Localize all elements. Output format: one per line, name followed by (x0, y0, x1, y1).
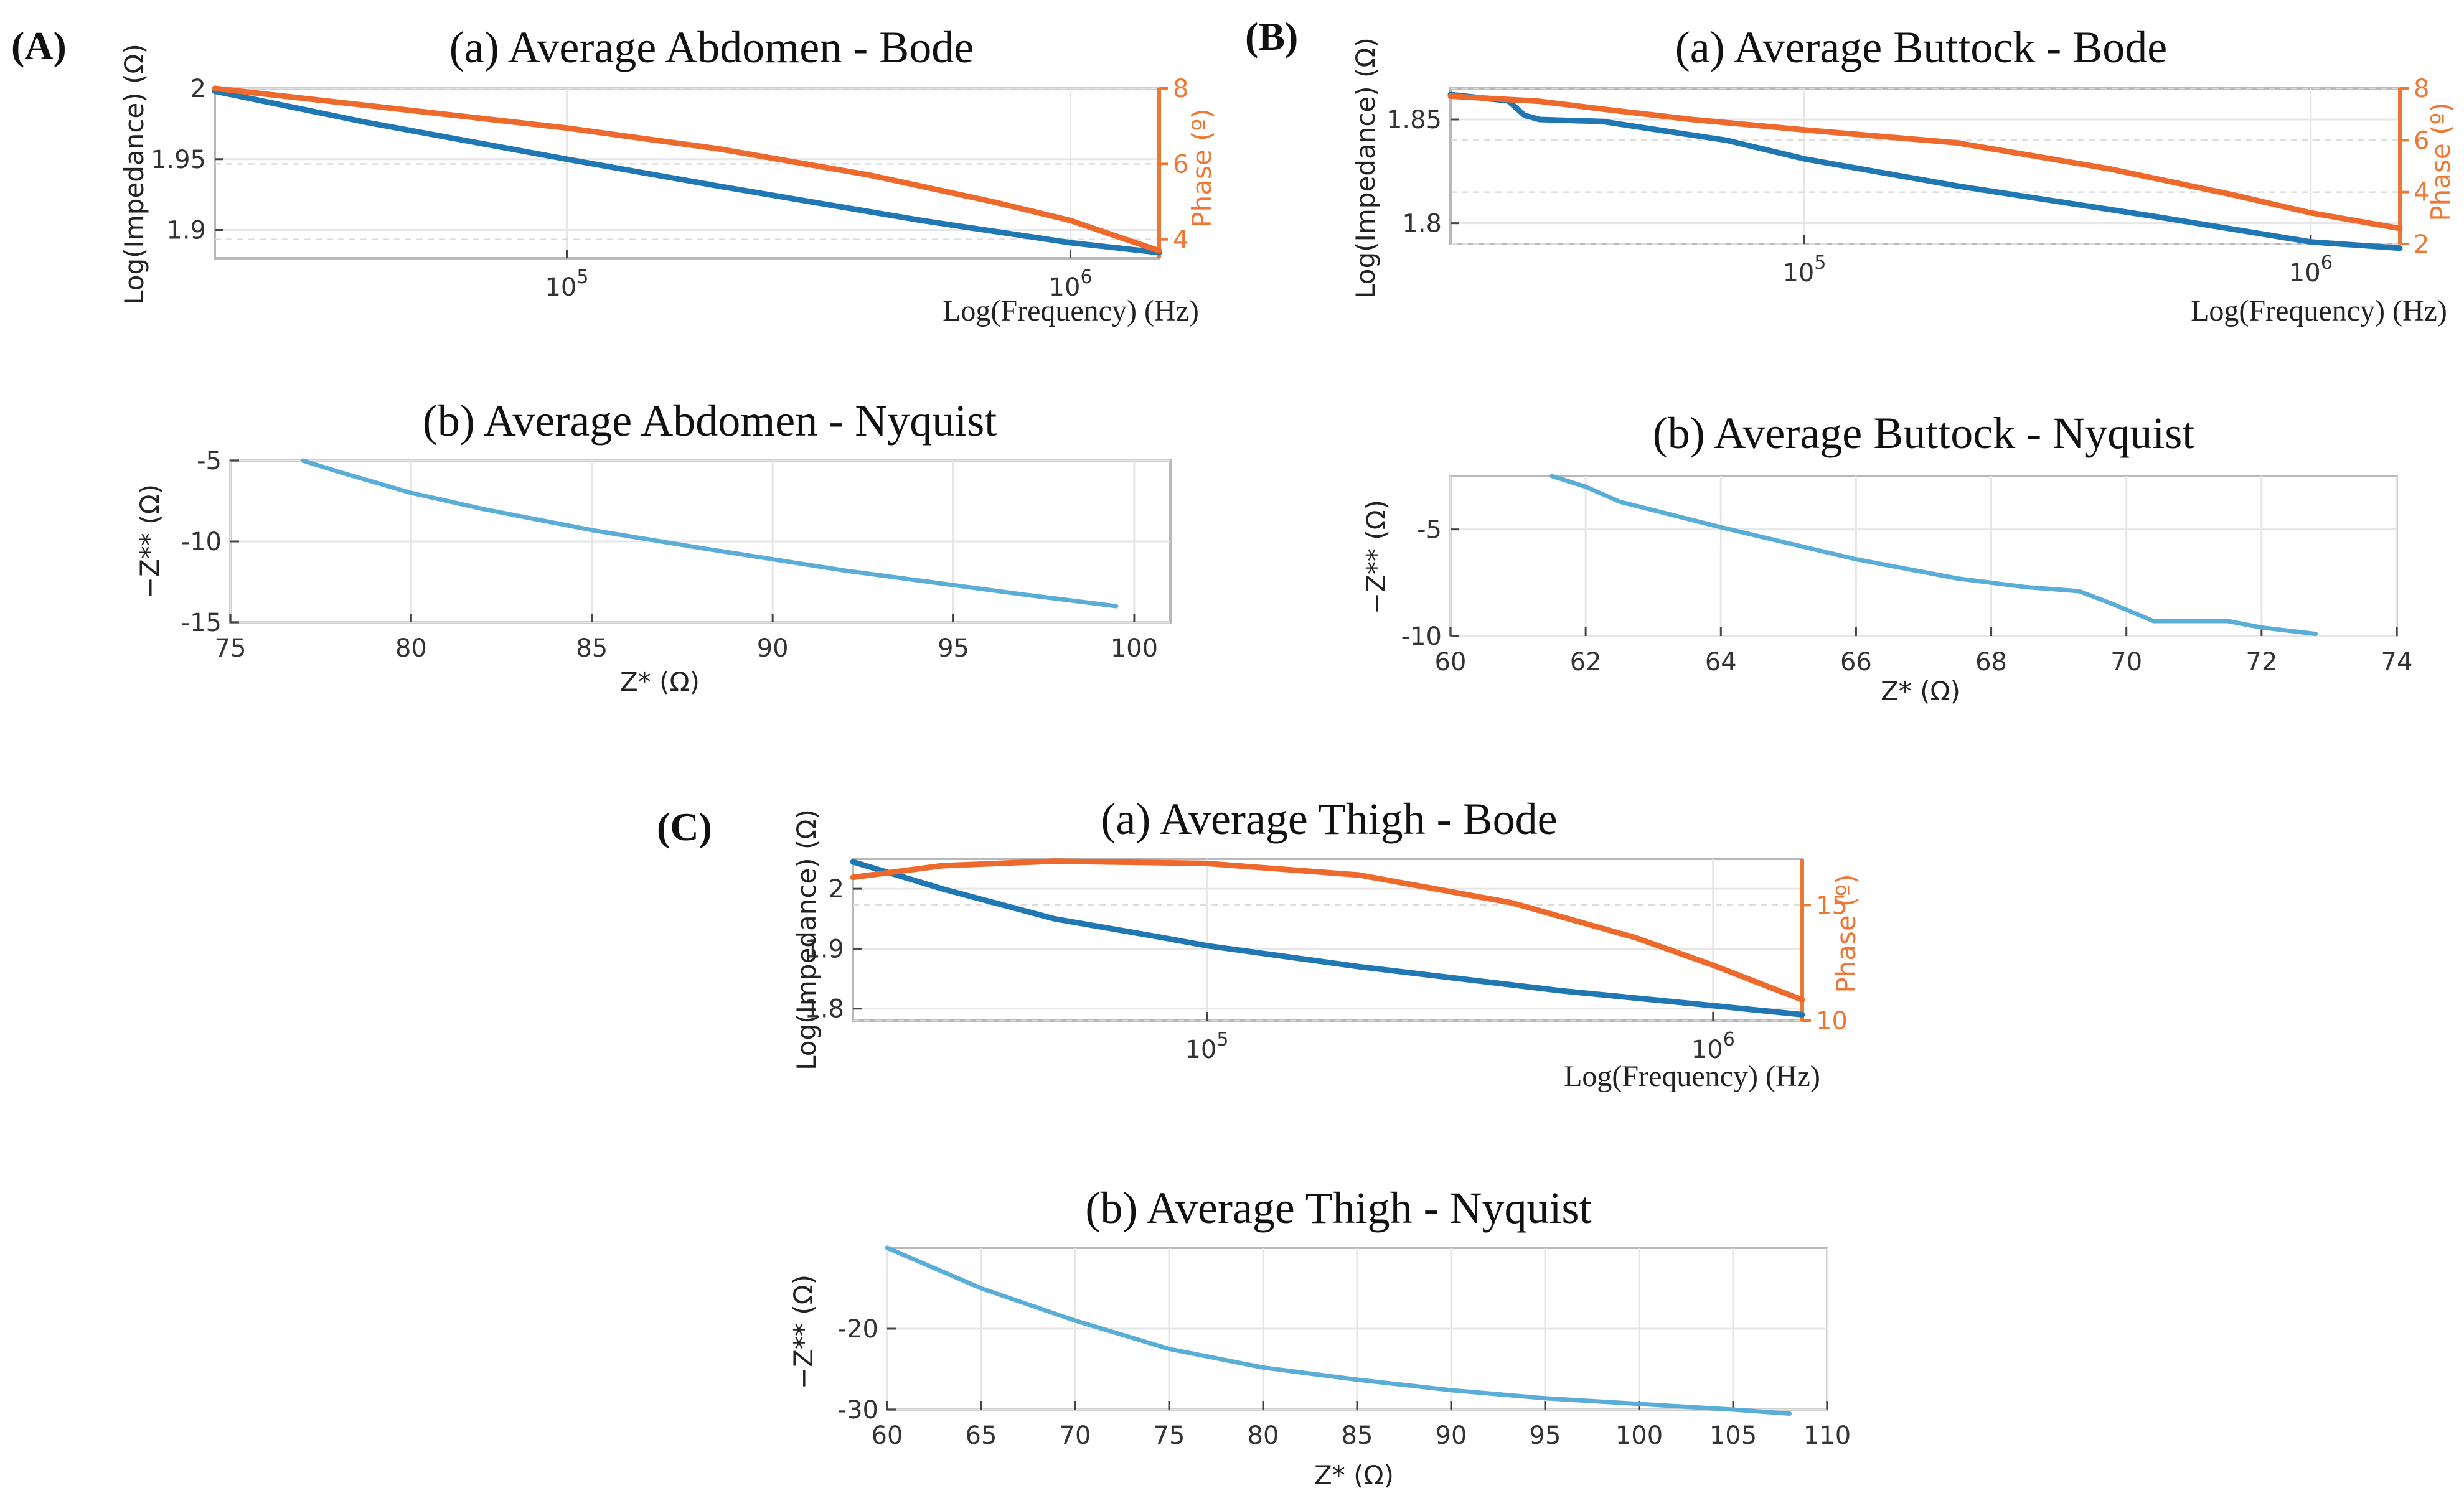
x-tick-label: 110 (1803, 1421, 1851, 1450)
x-tick-label: 105 (545, 266, 588, 302)
x-tick-label: 100 (1615, 1421, 1663, 1450)
y-tick-label: -10 (1401, 622, 1442, 651)
x-tick-label: 62 (1570, 648, 1602, 676)
y-tick-label: -15 (181, 609, 222, 637)
panel-letter: (C) (657, 805, 712, 849)
x-tick-label: 90 (1436, 1421, 1467, 1450)
y-axis-label: Log(Impedance) (Ω) (1350, 37, 1381, 299)
x-axis-label: Log(Frequency) (Hz) (2191, 294, 2447, 327)
y-axis-label: −Z** (Ω) (134, 484, 165, 599)
plot-area (1449, 475, 2398, 637)
series-line-main-0 (885, 1245, 1792, 1416)
x-tick-label: 80 (395, 634, 427, 663)
chart-title: (a) Average Abdomen - Bode (449, 22, 974, 72)
x-axis-label: Z* (Ω) (620, 667, 700, 697)
chart-C-bode: 105 106 2 1.9 1.8 15 10 Phase (º) (a) Average Th… (657, 794, 1861, 1093)
x-tick-label: 105 (1782, 252, 1826, 288)
x-tick-label: 64 (1705, 648, 1737, 676)
x-tick-label: 106 (1691, 1029, 1735, 1064)
x-tick-label: 100 (1111, 634, 1158, 663)
x-tick-label: 60 (872, 1421, 903, 1450)
chart-C-nyquist: 60 65 70 75 80 85 90 95 100 105 110 -20 -30 (b) Avera… (788, 1183, 1851, 1491)
chart-B-nyquist: 60 62 64 66 68 70 72 74 -5 -10 (b) Average Buttock… (1361, 408, 2412, 706)
chart-title: (a) Average Thigh - Bode (1101, 794, 1557, 844)
panel-letter: (A) (11, 24, 67, 68)
plot-area (1449, 87, 2401, 245)
chart-A-nyquist: 75 80 85 90 95 100 -5 -10 -15 (b) Average Abdomen… (134, 396, 1172, 697)
y-tick-label: 1.9 (166, 217, 206, 245)
x-tick-label: 95 (938, 634, 969, 663)
y-tick-label: -10 (181, 528, 222, 556)
y2-tick-label: 6 (2414, 126, 2429, 155)
series-line-left-0 (850, 859, 1805, 1018)
y2-tick-label: 4 (2414, 179, 2429, 207)
y-tick-label: -30 (838, 1396, 878, 1425)
x-tick-label: 106 (1049, 266, 1093, 302)
x-tick-label: 75 (215, 634, 247, 663)
y2-tick-label: 15 (1816, 891, 1848, 920)
series-line-right-1 (212, 85, 1162, 254)
plot-area (852, 858, 1803, 1022)
y2-tick-label: 6 (1173, 150, 1188, 179)
x-tick-label: 105 (1709, 1421, 1757, 1450)
x-tick-label: 75 (1154, 1421, 1185, 1450)
y-tick-label: 2 (190, 75, 206, 103)
chart-title: (a) Average Buttock - Bode (1675, 22, 2167, 72)
y-tick-label: -5 (1417, 516, 1442, 545)
chart-title: (b) Average Thigh - Nyquist (1085, 1183, 1591, 1233)
series-line-right-1 (1447, 93, 2403, 232)
y-tick-label: 2 (829, 875, 844, 904)
y2-tick-label: 4 (1173, 226, 1188, 255)
x-axis-label: Log(Frequency) (Hz) (943, 294, 1199, 327)
y2-axis-label: Phase (º) (2425, 102, 2456, 221)
x-tick-label: 65 (966, 1421, 997, 1450)
x-tick-label: 85 (1342, 1421, 1373, 1450)
y-tick-label: 1.85 (1386, 106, 1442, 134)
x-axis-label: Z* (Ω) (1314, 1460, 1394, 1491)
y2-axis-label: Phase (º) (1187, 108, 1217, 227)
y-axis-label: −Z** (Ω) (788, 1275, 819, 1389)
panel-letter: (B) (1245, 14, 1298, 59)
y-tick-label: 1.95 (151, 146, 206, 174)
chart-title: (b) Average Abdomen - Nyquist (423, 396, 997, 446)
y-tick-label: 1.8 (1402, 210, 1442, 238)
y-axis-label: Log(Impedance) (Ω) (119, 44, 149, 305)
y-tick-label: 1.9 (804, 935, 844, 963)
x-tick-label: 95 (1530, 1421, 1561, 1450)
x-tick-label: 66 (1840, 648, 1872, 676)
y-tick-label: -20 (838, 1315, 878, 1344)
x-tick-label: 70 (2110, 648, 2142, 676)
x-tick-label: 72 (2245, 648, 2277, 676)
y-axis-label: −Z** (Ω) (1361, 500, 1391, 614)
y2-tick-label: 10 (1816, 1007, 1848, 1036)
series-line-left-0 (1447, 91, 2403, 251)
chart-B-bode: 105 106 1.85 1.8 8 6 4 2 Phase (º) (a) Average Bu… (1245, 14, 2456, 327)
x-tick-label: 74 (2381, 648, 2413, 676)
series-line-left-0 (212, 88, 1162, 256)
x-tick-label: 60 (1435, 648, 1467, 676)
x-axis-label: Log(Frequency) (Hz) (1564, 1060, 1820, 1093)
x-tick-label: 70 (1060, 1421, 1091, 1450)
y2-tick-label: 2 (2414, 230, 2429, 259)
x-tick-label: 68 (1975, 648, 2007, 676)
y-tick-label: 1.8 (804, 995, 844, 1024)
series-line-main-0 (1549, 474, 2318, 637)
y-axis-label: Log(Impedance) (Ω) (791, 809, 822, 1070)
y2-axis-label: Phase (º) (1831, 874, 1861, 993)
x-tick-label: 105 (1185, 1029, 1228, 1064)
y-tick-label: -5 (197, 447, 222, 475)
x-tick-label: 80 (1248, 1421, 1279, 1450)
x-axis-label: Z* (Ω) (1881, 676, 1960, 706)
y2-tick-label: 8 (1173, 75, 1188, 103)
chart-title: (b) Average Buttock - Nyquist (1653, 408, 2194, 458)
x-tick-label: 90 (757, 634, 789, 663)
y2-tick-label: 8 (2414, 75, 2429, 103)
x-tick-label: 85 (576, 634, 608, 663)
x-tick-label: 106 (2289, 252, 2333, 288)
